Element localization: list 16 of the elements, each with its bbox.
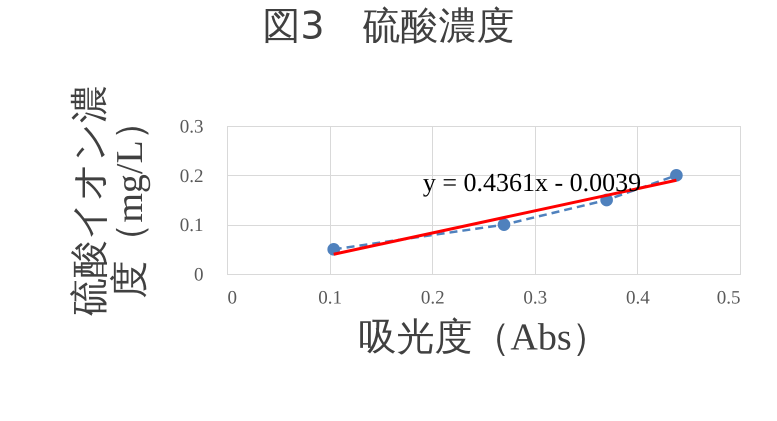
point (498, 218, 510, 231)
chart-title: 図3 硫酸濃度 (262, 4, 515, 48)
x-tick-label: 0.5 (716, 288, 740, 308)
x-tick-label: 0.3 (523, 288, 548, 308)
y-axis-title: 硫酸イオン濃度（mg/L） (68, 85, 151, 316)
x-tick-label: 0.2 (420, 288, 445, 308)
point (670, 169, 683, 182)
y-tick-label: 0 (194, 264, 204, 286)
y-tick-label: 0.3 (180, 116, 204, 138)
x-tick-label: 0 (228, 288, 237, 308)
y-tick-label: 0.2 (180, 166, 204, 187)
x-tick-label: 0.1 (318, 288, 342, 308)
annotation: y = 0.4361x - 0.0039 (422, 168, 642, 197)
x-axis-title: 吸光度（Abs） (358, 316, 610, 358)
y-tick-label: 0.1 (180, 215, 204, 236)
x-tick-label: 0.4 (626, 288, 650, 308)
